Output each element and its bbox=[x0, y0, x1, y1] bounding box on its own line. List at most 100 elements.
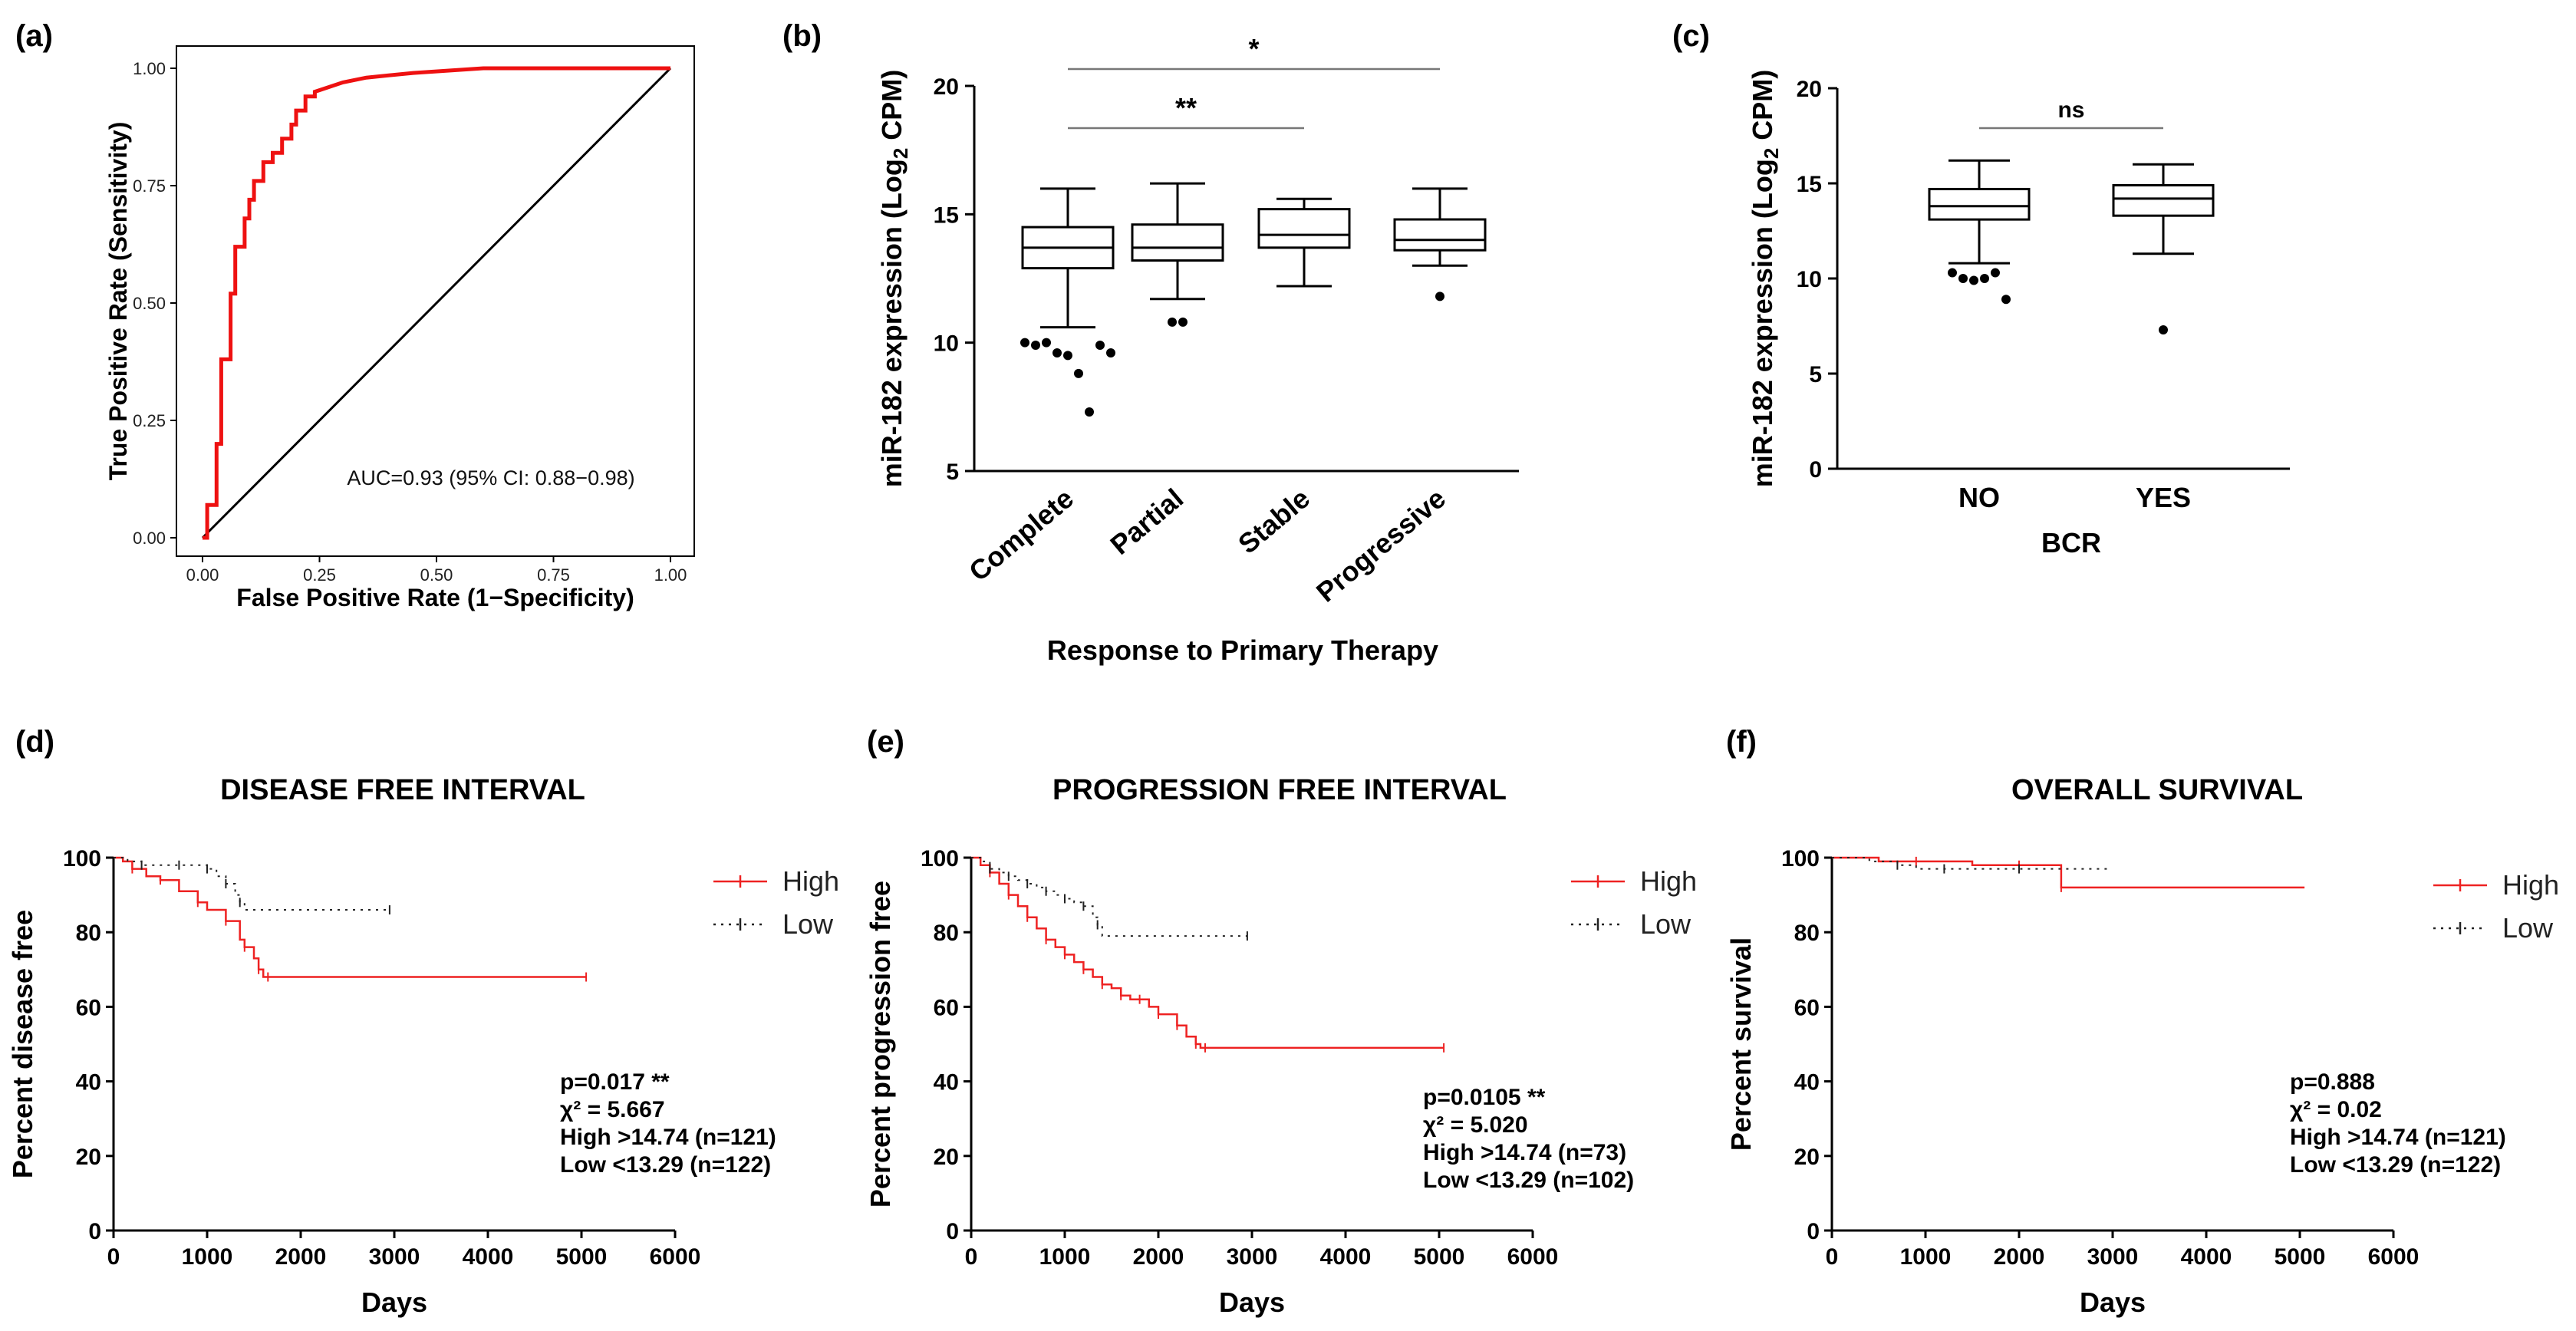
panel-a: (a) 0.00 0.25 0.50 0.75 1.00 0.00 0.25 0.50 0.75 1… bbox=[15, 19, 695, 611]
stat-line: p=0.888 bbox=[2290, 1069, 2375, 1095]
x-tick-label: 6000 bbox=[2368, 1244, 2420, 1270]
y-tick-label: 20 bbox=[934, 1145, 959, 1170]
box-partial bbox=[1131, 182, 1224, 327]
y-tick-label: 10 bbox=[934, 331, 959, 357]
x-tick-label: 6000 bbox=[1507, 1244, 1559, 1270]
panel-title: PROGRESSION FREE INTERVAL bbox=[1052, 774, 1507, 806]
y-tick-label: 15 bbox=[934, 203, 959, 228]
y-tick-label: 80 bbox=[934, 921, 959, 946]
x-axis-label: Days bbox=[2080, 1287, 2146, 1318]
panel-e: (e) PROGRESSION FREE INTERVAL 0 20 40 60 80 100… bbox=[865, 725, 1697, 1318]
y-tick-label: 40 bbox=[934, 1070, 959, 1095]
outlier-point bbox=[1031, 341, 1040, 351]
y-tick-label: 60 bbox=[934, 995, 959, 1020]
km-curve-low bbox=[971, 857, 1247, 937]
outlier-point bbox=[1178, 317, 1188, 327]
x-tick-label: 4000 bbox=[2181, 1244, 2232, 1270]
x-tick-label: 0.25 bbox=[303, 565, 336, 585]
x-tick-label: 1000 bbox=[1900, 1244, 1952, 1270]
panel-label-e: (e) bbox=[867, 725, 904, 759]
x-tick-label: 6000 bbox=[650, 1244, 701, 1270]
iqr-box bbox=[1928, 187, 2031, 221]
significance-label: * bbox=[1248, 33, 1259, 64]
legend-label: High bbox=[1640, 865, 1697, 897]
legend-item-high: High bbox=[1571, 865, 1697, 897]
outlier-point bbox=[1435, 292, 1444, 301]
panel-title: OVERALL SURVIVAL bbox=[2011, 774, 2303, 806]
y-tick-label: 20 bbox=[1797, 77, 1822, 102]
stat-line: Low <13.29 (n=102) bbox=[1423, 1168, 1634, 1193]
outlier-point bbox=[1074, 368, 1083, 378]
outlier-point bbox=[1991, 268, 2000, 278]
y-axis-label: Percent progression free bbox=[865, 881, 896, 1207]
y-axis-label: Percent survival bbox=[1725, 937, 1757, 1151]
y-axis-label: miR-182 expression (Log2 CPM) bbox=[876, 70, 912, 488]
stat-line: Low <13.29 (n=122) bbox=[2290, 1152, 2501, 1178]
roc-curve bbox=[203, 66, 670, 540]
y-tick-label: 100 bbox=[921, 846, 959, 871]
legend-label: Low bbox=[1640, 908, 1692, 940]
stat-line: χ² = 0.02 bbox=[2290, 1097, 2382, 1122]
y-tick-label: 5 bbox=[1809, 362, 1822, 387]
x-tick-label: 0.75 bbox=[537, 565, 570, 585]
x-tick-label-stable: Stable bbox=[1232, 483, 1316, 560]
y-tick-label: 0 bbox=[1807, 1219, 1820, 1244]
stat-line: High >14.74 (n=121) bbox=[560, 1125, 776, 1150]
x-tick-label-complete: Complete bbox=[963, 483, 1079, 588]
y-tick-label: 80 bbox=[1794, 921, 1820, 946]
iqr-box bbox=[1257, 208, 1351, 249]
x-tick-label: 5000 bbox=[2275, 1244, 2326, 1270]
x-tick-label: 0 bbox=[107, 1244, 120, 1270]
y-tick-label: 0.25 bbox=[133, 411, 166, 430]
y-tick-label: 0.50 bbox=[133, 294, 166, 313]
x-tick-label: 3000 bbox=[2087, 1244, 2139, 1270]
y-tick-label: 20 bbox=[1794, 1145, 1820, 1170]
y-tick-label: 0 bbox=[1809, 457, 1822, 483]
box-yes bbox=[2112, 163, 2215, 334]
km-curve-high bbox=[114, 856, 587, 978]
x-tick-label: 1.00 bbox=[654, 565, 687, 585]
y-tick-label: 0 bbox=[946, 1219, 959, 1244]
y-tick-label: 100 bbox=[63, 846, 101, 871]
outlier-point bbox=[1948, 268, 1957, 278]
stat-line: p=0.0105 ** bbox=[1423, 1085, 1546, 1110]
y-tick-label: 0 bbox=[88, 1219, 101, 1244]
x-tick-label: 1000 bbox=[1039, 1244, 1091, 1270]
x-tick-label: 2000 bbox=[1994, 1244, 2045, 1270]
outlier-point bbox=[1168, 317, 1177, 327]
panel-label-f: (f) bbox=[1726, 725, 1757, 759]
box-complete bbox=[1020, 187, 1115, 417]
outlier-point bbox=[1969, 275, 1978, 285]
iqr-box bbox=[2112, 183, 2215, 217]
outlier-point bbox=[2001, 295, 2011, 305]
panel-b: (b) 5 10 15 20 Complete Partial StableProgressi… bbox=[782, 19, 1519, 666]
y-tick-label: 60 bbox=[76, 995, 101, 1020]
panel-label-b: (b) bbox=[782, 19, 822, 53]
outlier-point bbox=[1085, 407, 1094, 417]
x-tick-label: 4000 bbox=[463, 1244, 514, 1270]
x-tick-label: 5000 bbox=[1414, 1244, 1465, 1270]
x-axis-label: Days bbox=[1219, 1287, 1285, 1318]
x-tick-label: 2000 bbox=[1133, 1244, 1184, 1270]
x-tick-label: 0 bbox=[965, 1244, 978, 1270]
outlier-point bbox=[1980, 274, 1989, 283]
y-tick-label: 60 bbox=[1794, 995, 1820, 1020]
x-axis-label: False Positive Rate (1−Specificity) bbox=[236, 584, 634, 611]
box-no bbox=[1928, 159, 2031, 305]
legend-label: High bbox=[782, 865, 839, 897]
panel-title: DISEASE FREE INTERVAL bbox=[220, 774, 585, 806]
panel-label-a: (a) bbox=[15, 19, 53, 53]
outlier-point bbox=[1052, 348, 1062, 358]
x-tick-label: 0.00 bbox=[186, 565, 219, 585]
legend-item-low: Low bbox=[713, 908, 834, 940]
y-tick-label: 40 bbox=[76, 1070, 101, 1095]
x-tick-label: 3000 bbox=[369, 1244, 420, 1270]
stat-line: χ² = 5.020 bbox=[1423, 1112, 1528, 1138]
y-tick-label: 10 bbox=[1797, 267, 1822, 292]
x-tick-label: 3000 bbox=[1227, 1244, 1278, 1270]
outlier-point bbox=[1095, 341, 1105, 351]
outlier-point bbox=[1063, 351, 1072, 361]
legend-label: Low bbox=[2502, 912, 2554, 944]
outlier-point bbox=[2159, 325, 2168, 334]
stat-line: Low <13.29 (n=122) bbox=[560, 1152, 771, 1178]
